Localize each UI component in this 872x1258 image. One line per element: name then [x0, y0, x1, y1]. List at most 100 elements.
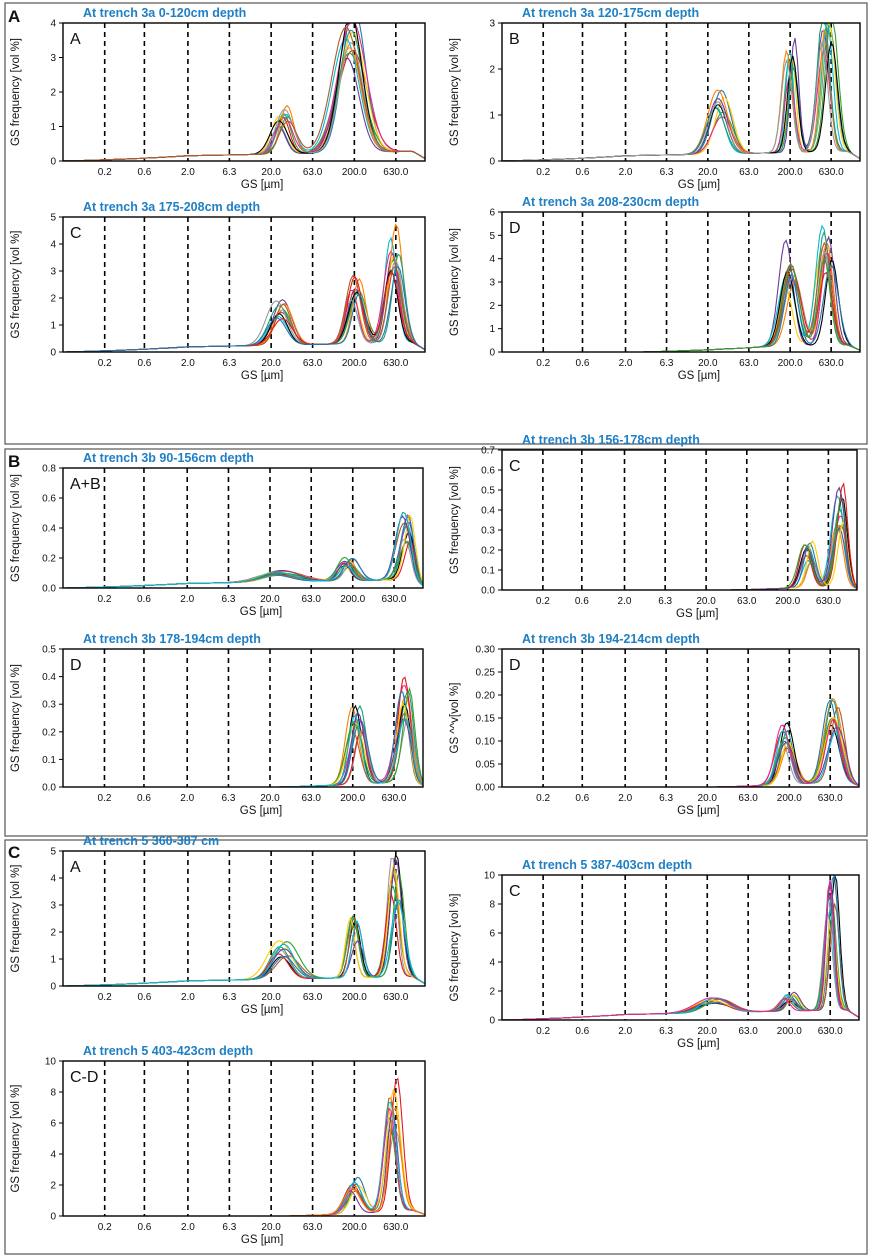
y-tick-label: 1: [489, 324, 495, 335]
x-tick-label: 6.3: [222, 992, 236, 1003]
curves: [63, 223, 425, 352]
y-tick-label: 0: [50, 982, 56, 993]
panel-letter: A+B: [70, 476, 101, 493]
group-label: A: [8, 7, 20, 26]
y-tick-label: 5: [489, 231, 495, 242]
x-tick-label: 200.0: [777, 1026, 802, 1037]
x-tick-label: 200.0: [342, 167, 367, 178]
y-axis-label: GS frequency [vol %]: [449, 893, 461, 1001]
y-tick-label: 0.30: [476, 645, 496, 656]
x-tick-label: 20.0: [260, 793, 280, 804]
y-tick-label: 8: [50, 1088, 56, 1099]
x-tick-label: 6.3: [222, 167, 236, 178]
series-line: [63, 863, 425, 986]
series-line: [63, 690, 423, 787]
panel-letter: B: [509, 31, 520, 48]
y-axis-label: GS frequency [vol %]: [449, 228, 461, 336]
series-line: [502, 24, 860, 161]
y-tick-label: 4: [489, 958, 495, 969]
y-tick-label: 0.0: [42, 584, 56, 595]
x-tick-label: 200.0: [342, 358, 367, 369]
x-tick-label: 20.0: [696, 596, 716, 607]
group-frame: [4, 2, 868, 445]
x-tick-label: 63.0: [737, 596, 757, 607]
y-tick-label: 0.4: [42, 672, 56, 683]
series-line: [63, 1128, 425, 1216]
y-tick-label: 1: [50, 122, 56, 133]
x-tick-label: 0.2: [536, 167, 550, 178]
series-line: [63, 1107, 425, 1216]
plot-frame: [62, 467, 424, 589]
y-tick-label: 0.20: [476, 691, 496, 702]
series-line: [63, 891, 425, 986]
series-line: [502, 260, 860, 352]
x-tick-label: 20.0: [261, 1222, 281, 1233]
series-line: [502, 875, 859, 1020]
series-line: [63, 1107, 425, 1216]
x-tick-label: 630.0: [383, 358, 408, 369]
x-tick-label: 2.0: [181, 358, 195, 369]
series-line: [63, 255, 425, 352]
y-tick-label: 6: [489, 208, 495, 219]
panel: At trench 3b 90-156cm depth 0.2 0.6 2.0 6.3 2…: [10, 451, 424, 618]
series-line: [502, 717, 859, 787]
x-tick-label: 6.3: [222, 1222, 236, 1233]
y-tick-label: 1: [489, 111, 495, 122]
y-axis-label: GS frequency [vol %]: [10, 664, 22, 772]
x-tick-label: 63.0: [739, 167, 759, 178]
series-line: [63, 1127, 425, 1216]
series-line: [502, 879, 859, 1020]
panel-title: At trench 5 387-403cm depth: [522, 858, 692, 872]
x-tick-label: 200.0: [777, 793, 802, 804]
series-line: [502, 903, 859, 1020]
x-tick-label: 0.6: [576, 358, 590, 369]
series-line: [502, 524, 857, 590]
y-tick-label: 6: [50, 1119, 56, 1130]
series-line: [502, 699, 859, 787]
series-line: [502, 49, 860, 161]
panel: At trench 5 360-387 cm 0.2 0.6 2.0 6.3 20.0 63…: [10, 834, 426, 1016]
x-tick-label: 63.0: [303, 167, 323, 178]
panel-letter: D: [70, 657, 82, 674]
series-line: [502, 23, 860, 161]
series-line: [63, 1096, 425, 1216]
x-tick-label: 200.0: [342, 992, 367, 1003]
x-tick-label: 6.3: [658, 596, 672, 607]
curves: [502, 875, 859, 1020]
series-line: [502, 497, 857, 590]
x-tick-label: 0.6: [137, 793, 151, 804]
y-tick-label: 0: [50, 1212, 56, 1223]
x-tick-label: 20.0: [260, 594, 280, 605]
series-line: [502, 699, 859, 787]
panel: At trench 3b 156-178cm depth 0.2 0.6 2.0 6.3…: [449, 433, 858, 620]
y-tick-label: 0.00: [476, 783, 496, 794]
x-tick-label: 630.0: [818, 793, 843, 804]
y-axis-label: GS frequency [vol %]: [449, 38, 461, 146]
series-line: [63, 511, 423, 588]
x-tick-label: 630.0: [819, 167, 844, 178]
y-tick-label: 1: [50, 955, 56, 966]
y-tick-label: 4: [50, 240, 56, 251]
series-line: [63, 258, 425, 352]
series-line: [63, 853, 425, 986]
x-tick-label: 200.0: [778, 358, 803, 369]
y-tick-label: 5: [50, 847, 56, 858]
x-tick-label: 630.0: [383, 1222, 408, 1233]
y-axis-label: GS frequency [vol %]: [10, 474, 22, 582]
series-line: [502, 482, 857, 590]
y-tick-label: 0.0: [481, 586, 495, 597]
y-tick-label: 3: [50, 901, 56, 912]
panel-title: At trench 3a 175-208cm depth: [83, 200, 260, 214]
panel: At trench 3a 120-175cm depth 0.2 0.6 2.0 6.3…: [449, 6, 861, 191]
panel: At trench 3b 178-194cm depth 0.2 0.6 2.0 6.3…: [10, 632, 424, 817]
series-line: [502, 912, 859, 1020]
series-line: [63, 26, 425, 161]
series-line: [63, 711, 423, 787]
y-axis-label: GS frequency [vol %]: [10, 864, 22, 972]
series-line: [63, 686, 423, 787]
group-frame: [4, 448, 868, 837]
panel: At trench 3a 208-230cm depth 0.2 0.6 2.0 6.3…: [449, 195, 861, 382]
x-tick-label: 200.0: [775, 596, 800, 607]
series-line: [63, 514, 423, 588]
